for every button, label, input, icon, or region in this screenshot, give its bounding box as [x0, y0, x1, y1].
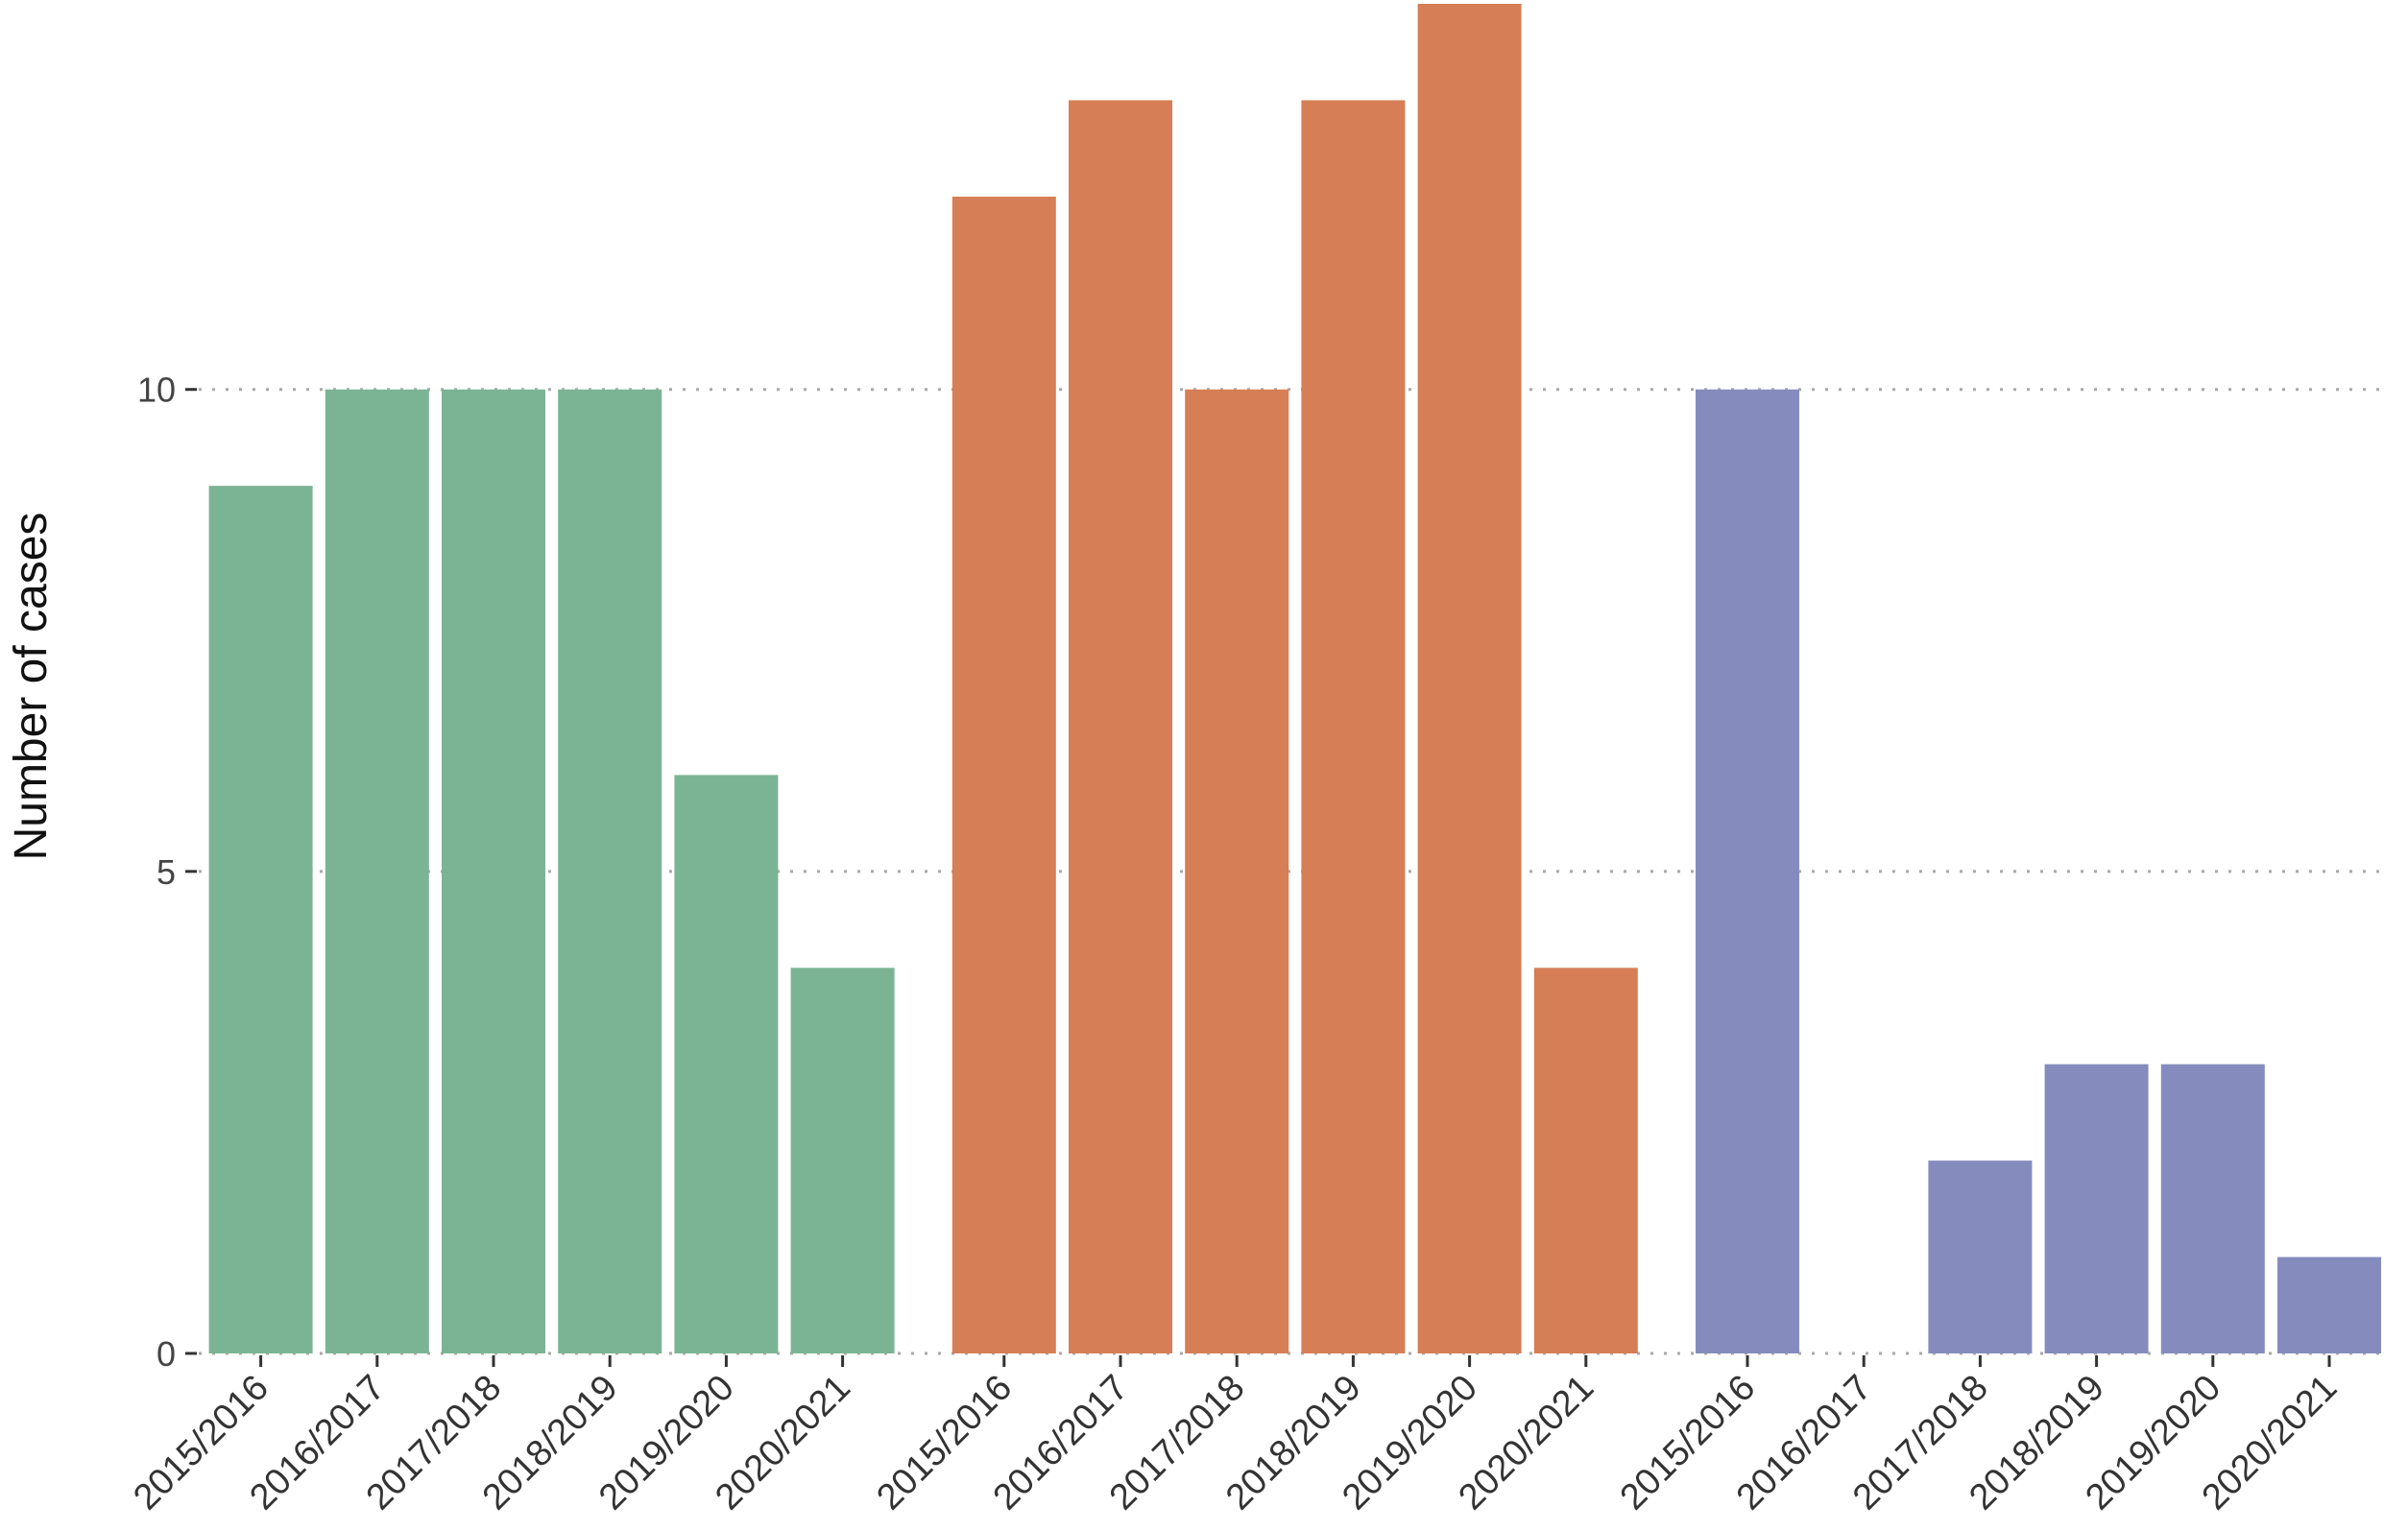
bar: [951, 196, 1056, 1353]
bar: [790, 968, 895, 1353]
bar: [1696, 389, 1799, 1353]
bar: [558, 389, 662, 1353]
bar: [1185, 389, 1289, 1353]
y-tick-label: 10: [137, 371, 176, 410]
bar: [208, 486, 313, 1354]
bar: [2160, 1064, 2265, 1353]
bar: [2044, 1064, 2149, 1353]
bar: [442, 389, 545, 1353]
bar: [1417, 4, 1522, 1353]
bars: [208, 4, 2381, 1354]
y-tick-label: 5: [157, 852, 176, 892]
bar: [1928, 1160, 2033, 1353]
bar: [325, 389, 429, 1353]
bar: [1301, 100, 1406, 1353]
bar: [674, 775, 779, 1353]
x-axis-ticks: 2015/20162016/20172017/20182018/20192019…: [126, 1355, 2345, 1518]
y-axis-label: Number of cases: [6, 513, 57, 861]
y-axis-ticks: 0 5 10: [137, 371, 197, 1374]
bar: [1069, 100, 1172, 1353]
bar: [2277, 1256, 2381, 1353]
bar: [1533, 968, 1638, 1353]
y-tick-label: 0: [157, 1334, 176, 1374]
